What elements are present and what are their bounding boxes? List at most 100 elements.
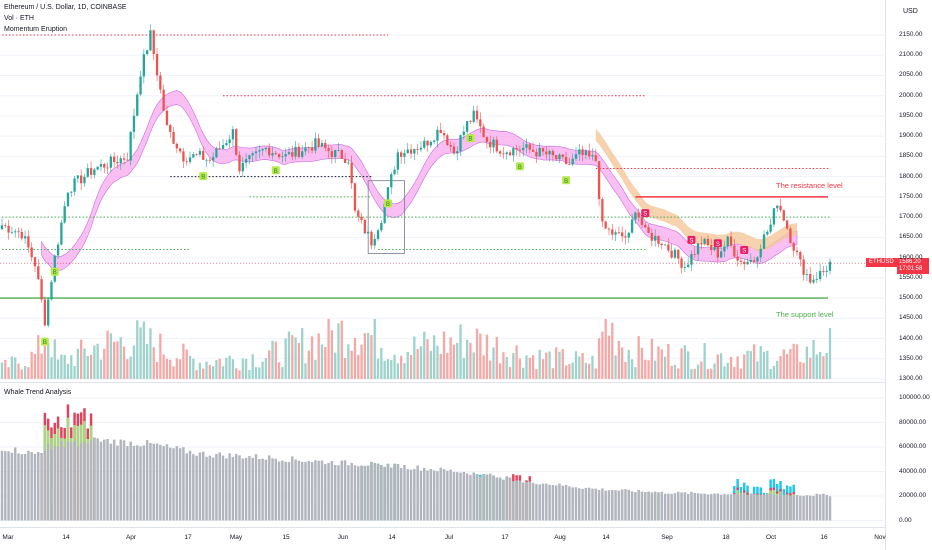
whale-bar [742, 493, 746, 521]
volume-bar [23, 366, 27, 379]
buy-marker [562, 176, 571, 185]
pane-separator[interactable] [0, 382, 885, 383]
volume-bar [667, 344, 670, 379]
volume-bar [588, 363, 591, 379]
whale-bar [300, 461, 304, 521]
buy-marker [50, 267, 59, 276]
whale-bar [225, 458, 228, 521]
candle [822, 270, 825, 272]
volume-bar [370, 335, 373, 379]
buy-marker-label: B [518, 165, 522, 171]
time-tick-label: Sep [661, 534, 673, 541]
volume-bar [423, 331, 426, 379]
time-tick-label: Jul [444, 534, 454, 541]
candle [116, 161, 119, 164]
candle [423, 140, 426, 148]
volume-bar [195, 370, 198, 379]
whale-bar [109, 443, 113, 521]
volume-bar [238, 370, 241, 379]
whale-bar [535, 484, 538, 521]
candle [119, 158, 122, 164]
whale-bar [680, 492, 683, 521]
whale-bar [53, 445, 57, 521]
whale-bar [4, 451, 7, 521]
candle [76, 175, 80, 179]
candle [145, 50, 149, 55]
volume-bar [353, 338, 357, 379]
candle [825, 270, 828, 272]
volume-bar [83, 348, 86, 379]
volume-bar [621, 347, 624, 379]
whale-bar [248, 456, 251, 521]
whale-bar [459, 472, 462, 521]
whale-bar [805, 495, 809, 521]
whale-bar [304, 461, 307, 521]
whale-bar [350, 462, 353, 521]
last-price-badge[interactable]: 1586.20 17:01:58 [897, 258, 929, 274]
candle [211, 157, 215, 161]
currency-label[interactable]: USD [903, 8, 918, 15]
volume-bar [482, 355, 485, 379]
whale-bar [485, 474, 489, 521]
volume-bar [581, 352, 584, 379]
candle [172, 131, 175, 144]
whale-bar [274, 458, 278, 521]
whale-bar [423, 467, 426, 521]
price-tick-label: 1500.00 [899, 294, 923, 302]
candle [376, 230, 380, 239]
sell-marker [687, 235, 696, 244]
whale-bar [548, 484, 551, 521]
volume-bar [564, 365, 568, 379]
candle [175, 143, 178, 149]
resistance-annotation: The resistance level [776, 181, 843, 190]
whale-bar [657, 492, 660, 521]
volume-bar [228, 355, 231, 379]
volume-bar [485, 334, 489, 379]
whale-bar [607, 490, 611, 521]
candle [208, 159, 211, 161]
whale-bar [683, 492, 687, 521]
volume-bar [719, 353, 723, 379]
whale-bar [521, 482, 525, 521]
volume-bar [268, 350, 271, 379]
whale-bar [73, 441, 76, 521]
volume-bar [0, 362, 4, 379]
whale-bar [762, 494, 766, 521]
candle [459, 135, 462, 152]
whale-bar [492, 475, 495, 521]
support-annotation: The support level [776, 310, 834, 319]
price-tick-label: 1850.00 [899, 152, 923, 160]
whale-bar [277, 461, 281, 521]
candle [531, 149, 535, 152]
candle [294, 146, 297, 157]
whale-bar [30, 452, 33, 521]
candle [462, 131, 465, 136]
volume-bar [208, 365, 211, 379]
volume-bar [792, 343, 795, 379]
whale-bar [231, 456, 235, 521]
whale-bar [416, 465, 419, 521]
candle [518, 149, 522, 151]
volume-bar [248, 369, 251, 379]
whale-bar [825, 494, 828, 521]
volume-bar [254, 367, 258, 379]
candle [258, 150, 261, 152]
price-axis[interactable] [885, 0, 932, 550]
whale-bar [37, 451, 40, 521]
candle [456, 151, 459, 154]
volume-bar [571, 362, 574, 379]
whale-bar [746, 494, 749, 521]
volume-bar [56, 359, 60, 379]
candle [578, 149, 581, 155]
whale-bar [314, 460, 317, 521]
volume-bar [281, 367, 284, 379]
candle [683, 267, 687, 268]
candle [10, 232, 14, 234]
volume-bar [202, 368, 205, 379]
whale-bar [169, 447, 172, 521]
candle [752, 259, 756, 262]
candle [706, 238, 710, 246]
whale-bar [436, 471, 439, 521]
whale-bar [142, 445, 146, 521]
volume-bar [47, 342, 50, 379]
